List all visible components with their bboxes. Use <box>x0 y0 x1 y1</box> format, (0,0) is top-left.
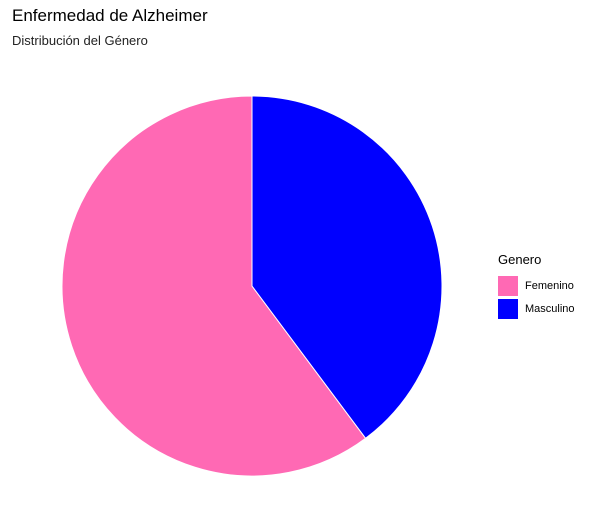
chart-subtitle: Distribución del Género <box>12 33 148 48</box>
legend-swatch-femenino <box>498 275 518 296</box>
pie-slice-femenino <box>61 95 367 477</box>
legend-item-masculino: Masculino <box>498 297 575 320</box>
legend-label-femenino: Femenino <box>525 279 574 292</box>
pie-slice-masculino <box>251 95 443 439</box>
legend-title: Genero <box>498 252 542 267</box>
legend-swatch-masculino <box>498 298 518 319</box>
legend-item-femenino: Femenino <box>498 274 575 297</box>
legend-label-masculino: Masculino <box>525 302 575 315</box>
chart-title: Enfermedad de Alzheimer <box>12 6 208 25</box>
legend: Genero Femenino Masculino <box>498 252 575 320</box>
